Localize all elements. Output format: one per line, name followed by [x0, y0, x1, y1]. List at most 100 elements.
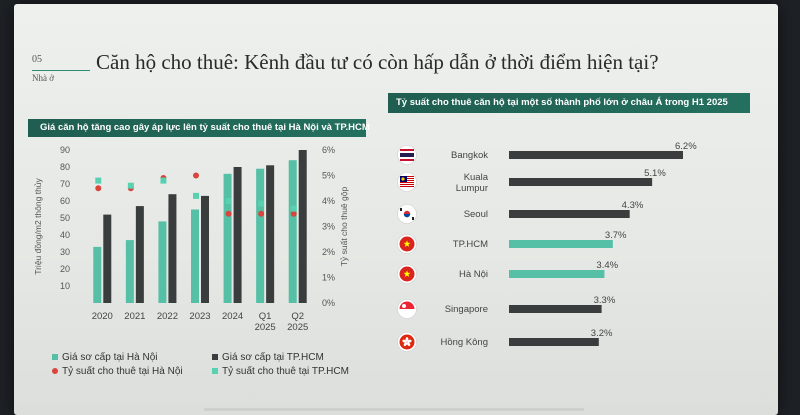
- point-hcm-yield: [258, 200, 265, 207]
- city-label: Singapore: [445, 304, 488, 315]
- legend-swatch-hn-yield: [52, 368, 58, 375]
- point-hcm-yield: [160, 177, 167, 184]
- point-hn-yield: [95, 185, 102, 192]
- x-tick-line: Q1: [259, 311, 272, 322]
- legend-item-hcm-yield: Tỷ suất cho thuê tại TP.HCM: [212, 366, 349, 377]
- city-label: TP.HCM: [453, 239, 488, 250]
- bar-hcm-price: [201, 195, 209, 303]
- legend-label-hn-yield: Tỷ suất cho thuê tại Hà Nội: [62, 366, 183, 377]
- flag-taeguk-half: [403, 214, 411, 218]
- city-label: Bangkok: [451, 150, 488, 161]
- legend-label-hcm-yield: Tỷ suất cho thuê tại TP.HCM: [222, 366, 349, 377]
- flag-trigram: [412, 217, 414, 220]
- flag-star: [403, 270, 411, 277]
- flag-petal: [403, 342, 408, 347]
- slide-title: Căn hộ cho thuê: Kênh đầu tư có còn hấp …: [96, 50, 659, 74]
- x-tick-line: 2024: [222, 311, 243, 322]
- yield-bar: [509, 338, 599, 346]
- y2-tick-label: 4%: [322, 196, 335, 206]
- bar-hcm-price: [233, 167, 242, 303]
- flag-petal: [405, 337, 409, 342]
- bar-hcm-price: [266, 165, 275, 303]
- y-tick-label: 90: [60, 145, 70, 155]
- x-tick-label: Q1 2025: [255, 311, 276, 333]
- yield-bar: [509, 151, 683, 159]
- flag-stripe: [400, 153, 414, 157]
- point-hn-yield: [193, 172, 199, 179]
- city-label-line: Kuala: [464, 172, 489, 183]
- y-tick-label: 50: [60, 213, 70, 223]
- city-label-line: Lumpur: [456, 183, 488, 194]
- city-label: Hà Nội: [459, 269, 488, 280]
- yield-value-label: 3.2%: [591, 328, 613, 339]
- bar-hn-price: [223, 173, 232, 303]
- flag-star: [403, 240, 411, 247]
- x-tick-label: 2022: [157, 311, 178, 322]
- vietnam-flag: [397, 264, 417, 284]
- left-chart-title: Giá căn hộ tăng cao gây áp lực lên tỷ su…: [28, 119, 370, 137]
- point-hn-yield: [225, 210, 232, 217]
- yield-value-label: 4.3%: [622, 200, 644, 211]
- legend-item-hn-yield: Tỷ suất cho thuê tại Hà Nội: [52, 366, 183, 377]
- projector-screen: 05 Nhà ở Căn hộ cho thuê: Kênh đầu tư có…: [14, 4, 778, 415]
- y-tick-label: 60: [60, 196, 70, 206]
- asia-yield-chart: Bangkok 6.2% Kuala Lumpur 5.1% Seoul 4.3% TP.HC…: [397, 141, 697, 352]
- yield-bar: [509, 178, 653, 186]
- yield-bar: [509, 305, 602, 313]
- city-label: Kuala Lumpur: [456, 172, 489, 194]
- bar-hn-price: [191, 209, 199, 303]
- legend-label-hcm-price: Giá sơ cấp tại TP.HCM: [222, 352, 324, 363]
- city-label: Seoul: [464, 209, 488, 220]
- yield-value-label: 6.2%: [675, 141, 697, 152]
- right-chart-title: Tỷ suất cho thuê căn hộ tại một số thành…: [388, 93, 750, 113]
- flag-petal: [402, 339, 407, 343]
- yield-value-label: 3.4%: [596, 260, 618, 271]
- y2-tick-label: 0%: [322, 298, 335, 308]
- point-hcm-yield: [225, 198, 232, 204]
- yield-value-label: 5.1%: [644, 168, 666, 179]
- legend-item-hn-price: Giá sơ cấp tại Hà Nội: [52, 352, 157, 363]
- point-hn-yield: [290, 210, 297, 217]
- x-tick-label: 2020: [92, 311, 113, 322]
- bar-hn-price: [256, 168, 265, 303]
- point-hcm-yield: [127, 182, 134, 189]
- legend-label-hn-price: Giá sơ cấp tại Hà Nội: [62, 352, 158, 363]
- city-label-line: Singapore: [445, 304, 488, 315]
- flag-petal: [406, 342, 411, 347]
- footnote-line: [204, 408, 584, 411]
- y-tick-label: 10: [60, 281, 70, 291]
- x-tick-line: 2021: [124, 311, 145, 322]
- flag-field: [399, 334, 415, 350]
- vietnam-flag: [397, 234, 417, 254]
- price-yield-chart: 10 20 30 40 50 60 70 80 90 0% 1% 2% 3% 4% 5% 6% Triệu đồ…: [33, 145, 349, 333]
- bar-hcm-price: [298, 150, 307, 303]
- legend-item-hcm-price: Giá sơ cấp tại TP.HCM: [212, 352, 324, 363]
- legend-swatch-hn-price: [52, 354, 58, 361]
- city-label-line: TP.HCM: [453, 239, 488, 250]
- section-number: 05: [32, 54, 42, 65]
- point-hcm-yield: [193, 192, 199, 199]
- yield-value-label: 3.7%: [605, 230, 627, 241]
- x-tick-line: 2023: [189, 311, 210, 322]
- bar-hn-price: [125, 240, 134, 303]
- y-tick-label: 20: [60, 264, 70, 274]
- flag-star: [401, 177, 405, 181]
- x-tick-label: Q2 2025: [287, 311, 308, 333]
- y-tick-label: 40: [60, 230, 70, 240]
- x-tick-line: 2020: [92, 311, 113, 322]
- city-label-line: Hồng Kông: [440, 337, 488, 348]
- point-hcm-yield: [95, 177, 102, 184]
- bar-hn-price: [93, 246, 102, 303]
- flag-petal: [407, 339, 412, 343]
- y-tick-label: 80: [60, 162, 70, 172]
- x-tick-label: 2024: [222, 311, 243, 322]
- y-axis-label: Triệu đồng/m2 thông thủy: [33, 177, 43, 274]
- y2-tick-label: 5%: [322, 171, 335, 181]
- flag-stripe: [400, 182, 414, 183]
- x-tick-line: 2025: [287, 322, 308, 333]
- flag-bottom-half: [399, 309, 415, 317]
- x-tick-line: Q2: [291, 311, 304, 322]
- x-tick-label: 2021: [124, 311, 145, 322]
- bar-hcm-price: [168, 194, 177, 303]
- y-tick-label: 70: [60, 179, 70, 189]
